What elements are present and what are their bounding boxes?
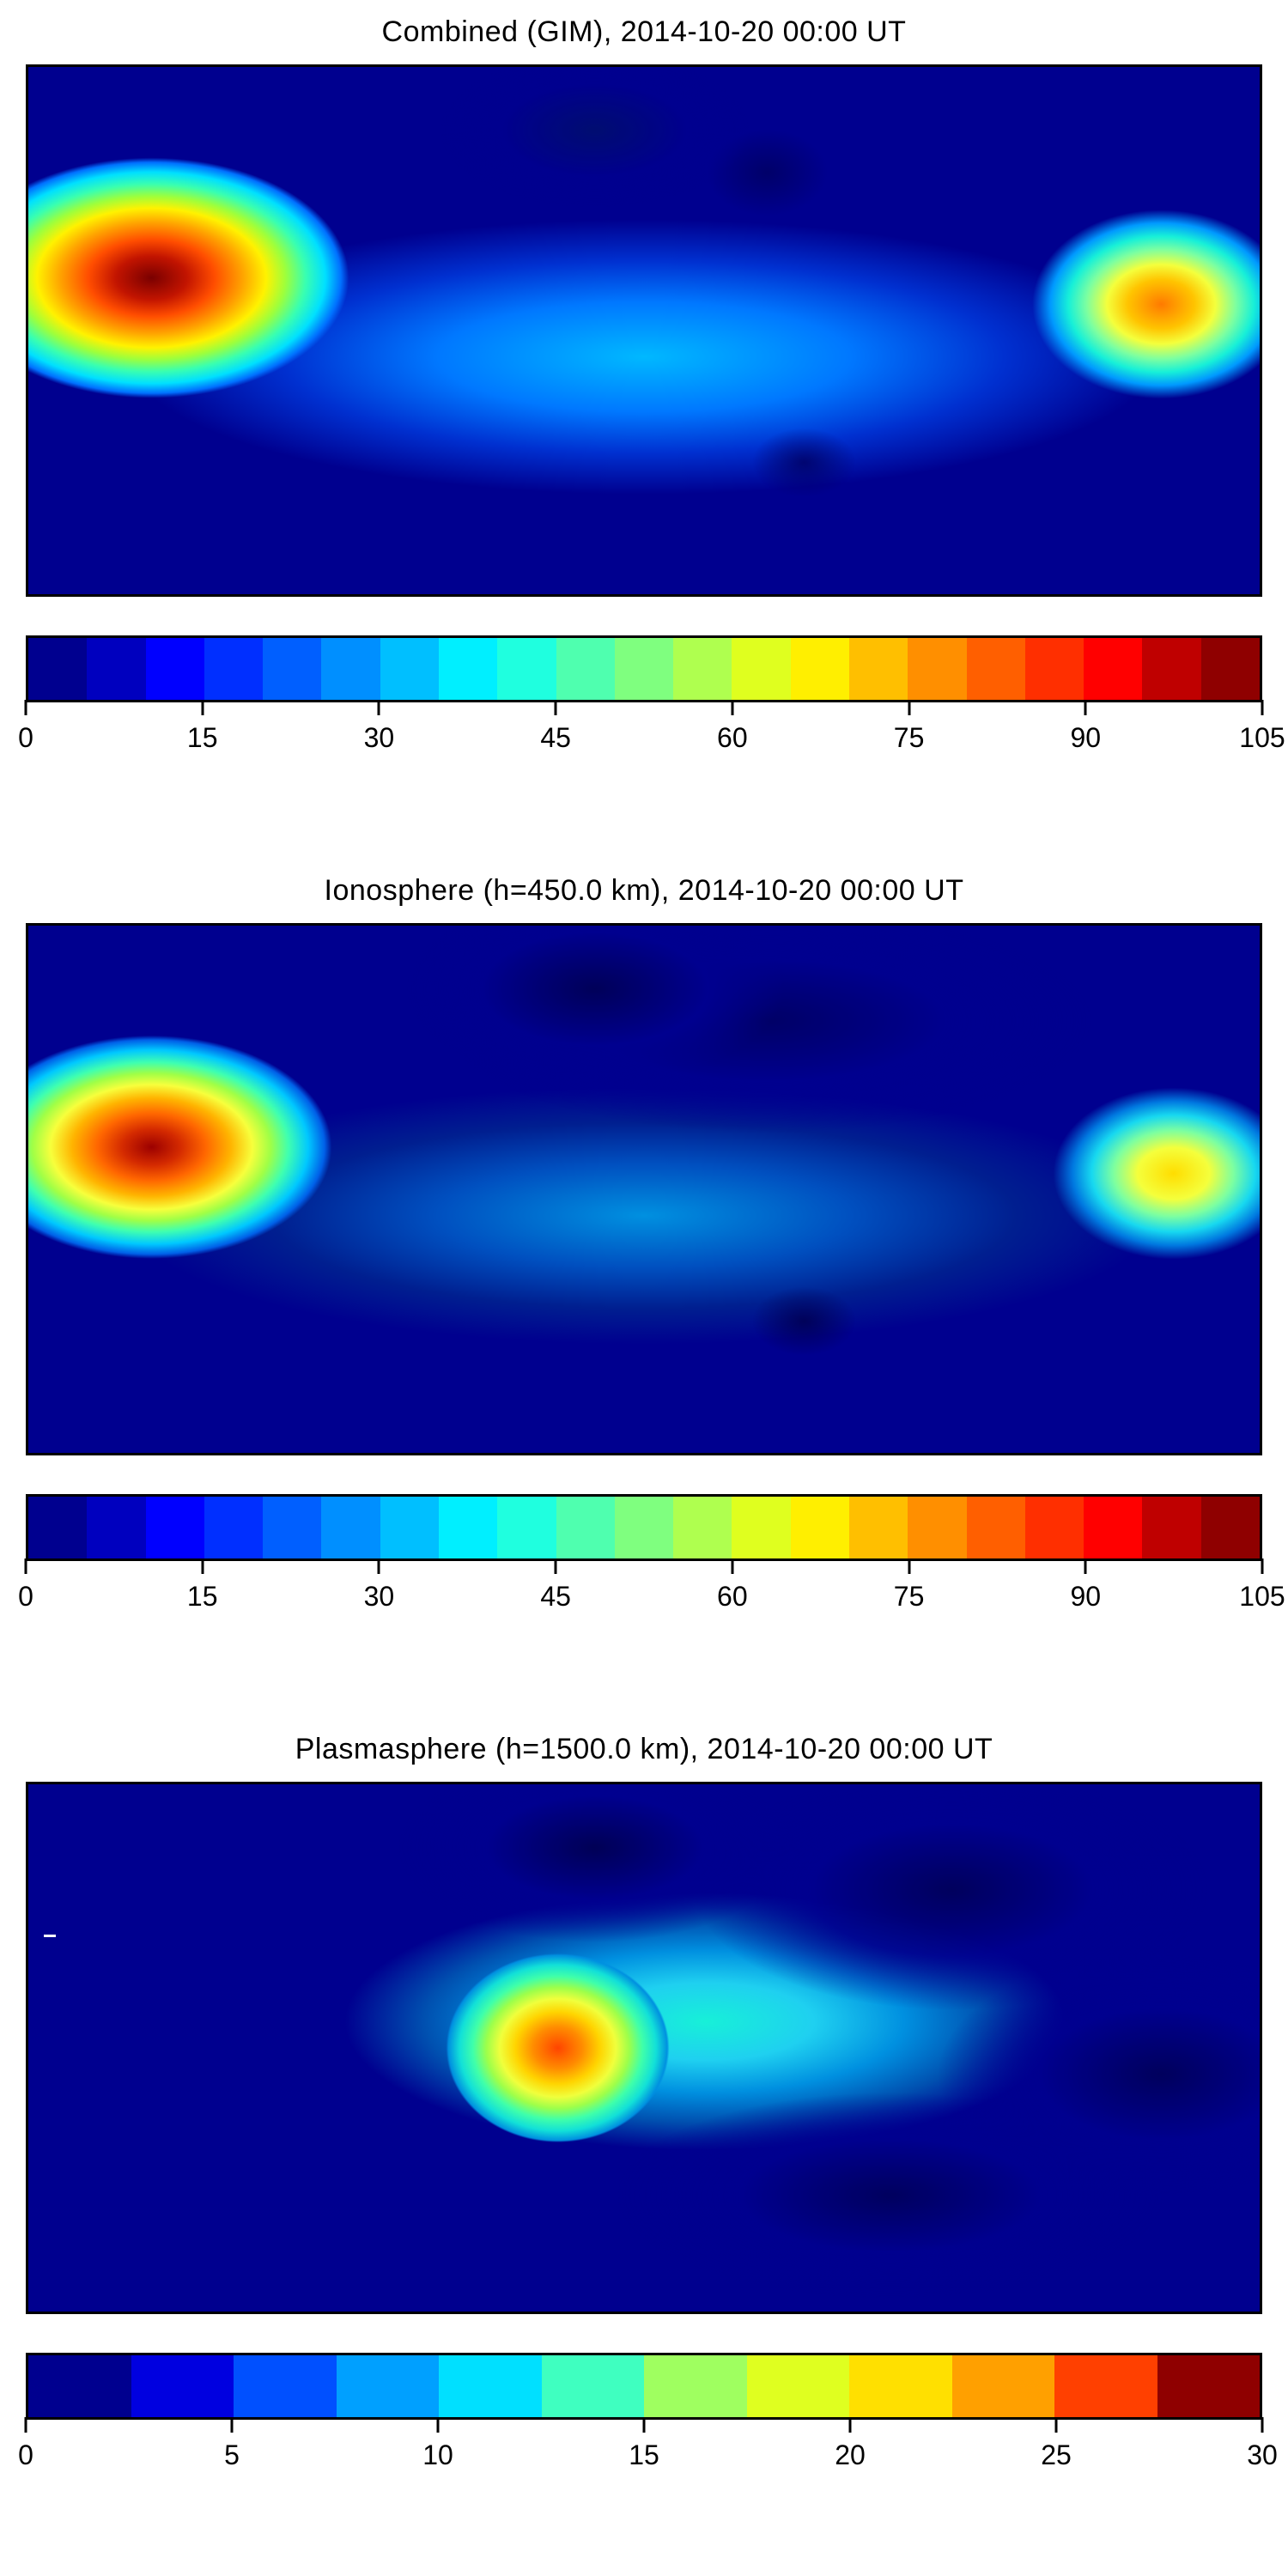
white-marker-tick xyxy=(44,1935,56,1937)
panel-ionosphere: Ionosphere (h=450.0 km), 2014-10-20 00:0… xyxy=(0,859,1288,1717)
colorbar-plasmasphere: 0 5 10 15 20 25 30 xyxy=(26,2353,1262,2420)
colorbar-gradient-plasmasphere xyxy=(26,2353,1262,2417)
colorbar-gradient-combined xyxy=(26,635,1262,700)
map-plasmasphere xyxy=(26,1782,1262,2314)
panel-plasmasphere: Plasmasphere (h=1500.0 km), 2014-10-20 0… xyxy=(0,1717,1288,2576)
panel-title-combined: Combined (GIM), 2014-10-20 00:00 UT xyxy=(0,15,1288,49)
colorbar-combined: 0 15 30 45 60 75 90 105 xyxy=(26,635,1262,702)
panel-combined: Combined (GIM), 2014-10-20 00:00 UT xyxy=(0,0,1288,859)
colorbar-ionosphere: 0 15 30 45 60 75 90 105 xyxy=(26,1494,1262,1561)
map-ionosphere xyxy=(26,923,1262,1455)
triple-tec-map-page: Combined (GIM), 2014-10-20 00:00 UT xyxy=(0,0,1288,2576)
panel-title-plasmasphere: Plasmasphere (h=1500.0 km), 2014-10-20 0… xyxy=(0,1733,1288,1766)
map-combined xyxy=(26,64,1262,597)
colorbar-gradient-ionosphere xyxy=(26,1494,1262,1558)
panel-title-ionosphere: Ionosphere (h=450.0 km), 2014-10-20 00:0… xyxy=(0,874,1288,908)
